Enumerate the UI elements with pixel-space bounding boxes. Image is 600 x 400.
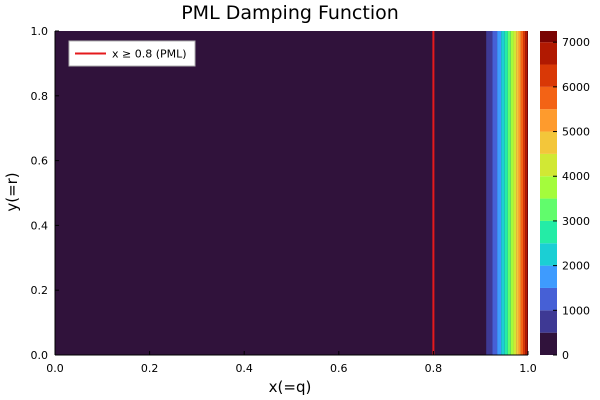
colorbar-level — [540, 310, 557, 333]
colorbar-level — [540, 220, 557, 244]
colorbar-tick-label: 1000 — [562, 304, 590, 317]
x-axis-label: x(=q) — [269, 378, 312, 396]
colorbar-level — [540, 287, 557, 311]
x-tick-label: 0.2 — [141, 362, 159, 375]
y-tick-label: 0.6 — [31, 155, 49, 168]
x-tick-label: 0.8 — [425, 362, 443, 375]
colorbar-level — [540, 332, 557, 355]
y-tick-label: 0.4 — [31, 219, 49, 232]
colorbar-tick-label: 7000 — [562, 36, 590, 49]
colorbar-tick-label: 4000 — [562, 170, 590, 183]
y-tick-label: 0.0 — [31, 349, 49, 362]
x-tick-label: 0.4 — [235, 362, 253, 375]
colorbar-tick-label: 6000 — [562, 81, 590, 94]
contour-band — [504, 31, 508, 355]
colorbar-level — [540, 153, 557, 177]
colorbar-level — [540, 64, 557, 87]
colorbar-level — [540, 42, 557, 65]
x-tick-label: 0.0 — [46, 362, 64, 375]
contour-band — [510, 31, 514, 355]
field-base-region — [55, 31, 528, 355]
contour-band — [525, 31, 528, 355]
colorbar: 0 1000 2000 3000 4000 5000 6000 7000 — [540, 31, 590, 362]
y-axis-label: y(=r) — [3, 172, 21, 211]
colorbar-level — [540, 198, 557, 221]
chart-title: PML Damping Function — [181, 2, 399, 24]
x-tick-label: 1.0 — [519, 362, 537, 375]
colorbar-level — [540, 31, 557, 43]
colorbar-tick-label: 2000 — [562, 260, 590, 273]
contour-band — [516, 31, 519, 355]
colorbar-level — [540, 265, 557, 288]
colorbar-tick-label: 5000 — [562, 126, 590, 139]
contour-band — [501, 31, 505, 355]
plot-area — [55, 31, 528, 355]
legend: x ≥ 0.8 (PML) — [68, 40, 196, 67]
contour-band — [507, 31, 511, 355]
colorbar-tick-label: 3000 — [562, 215, 590, 228]
contour-band — [527, 31, 528, 355]
colorbar-level — [540, 109, 557, 132]
y-tick-label: 0.8 — [31, 90, 49, 103]
contour-band — [486, 31, 493, 355]
y-tick-label: 0.2 — [31, 284, 49, 297]
contour-band — [497, 31, 502, 355]
contour-band — [523, 31, 526, 355]
colorbar-level — [540, 243, 557, 266]
contour-band — [520, 31, 524, 355]
contour-band — [518, 31, 521, 355]
plot-axes: 0.0 0.2 0.4 0.6 0.8 1.0 0.0 0.2 0.4 0.6 0.8 1.0 — [31, 25, 537, 375]
y-tick-label: 1.0 — [31, 25, 49, 38]
colorbar-level — [540, 86, 557, 110]
contour-band — [492, 31, 498, 355]
colorbar-level — [540, 176, 557, 199]
colorbar-tick-label: 0 — [562, 349, 569, 362]
colorbar-level — [540, 131, 557, 154]
x-tick-label: 0.6 — [330, 362, 348, 375]
contour-band — [513, 31, 517, 355]
legend-label: x ≥ 0.8 (PML) — [112, 48, 187, 61]
